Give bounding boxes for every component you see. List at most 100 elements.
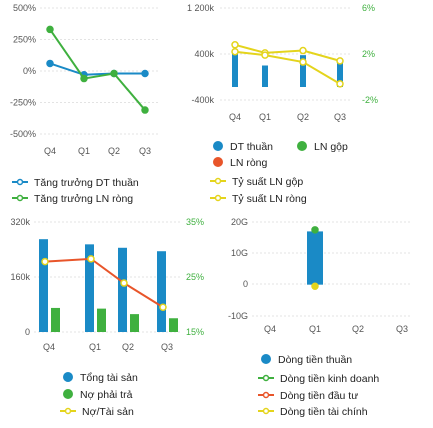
legend-tong-tai-san-label: Tổng tài sản — [80, 372, 138, 384]
margin-point[interactable] — [261, 51, 269, 59]
data-point[interactable] — [141, 69, 149, 78]
bar-dt-thuan[interactable] — [300, 55, 306, 87]
right-tick-label: 15% — [186, 327, 204, 337]
data-point[interactable] — [46, 25, 54, 34]
margin-point[interactable] — [299, 58, 307, 66]
cashflow-point[interactable] — [311, 282, 319, 290]
legend-growth-profit-label: Tăng trưởng LN ròng — [34, 193, 133, 205]
x-tick-Q4: Q4 — [264, 324, 276, 334]
legend-dong-tien-dau-tu-swatch-dot — [262, 391, 270, 399]
margin-point[interactable] — [336, 57, 344, 65]
bar-no-phai-tra[interactable] — [51, 307, 60, 332]
debt-ratio-point[interactable] — [41, 257, 49, 266]
x-tick-Q4: Q4 — [229, 112, 241, 122]
legend-ty-suat-ln-gop-label: Tỷ suất LN gộp — [232, 176, 303, 188]
legend-no-phai-tra-swatch[interactable] — [63, 389, 73, 399]
cashflow-point[interactable] — [311, 226, 319, 234]
bar-dt-thuan[interactable] — [337, 60, 343, 87]
x-tick-Q2: Q2 — [352, 324, 364, 334]
margin-point[interactable] — [299, 46, 307, 55]
tick-label: 1 200k — [187, 3, 215, 13]
right-tick-label: 6% — [362, 3, 375, 13]
debt-ratio-line — [44, 257, 164, 309]
tick-label: 0% — [23, 66, 36, 76]
x-tick-Q1: Q1 — [78, 146, 90, 156]
legend-ty-suat-ln-rong-label: Tỷ suất LN ròng — [232, 193, 307, 205]
x-tick-Q4: Q4 — [43, 342, 55, 352]
bar-tong-tai-san[interactable] — [157, 251, 166, 332]
margin-point[interactable] — [231, 41, 239, 49]
margin-line-0 — [234, 43, 341, 62]
legend-dt-thuan-label: DT thuần — [230, 141, 273, 153]
right-tick-label: -2% — [362, 95, 378, 105]
legend-no-tai-san-swatch-dot — [64, 407, 72, 415]
tick-label: 20G — [231, 217, 248, 227]
legend-dong-tien-thuan-swatch[interactable] — [261, 354, 271, 364]
right-tick-label: 2% — [362, 49, 375, 59]
debt-ratio-point[interactable] — [159, 303, 167, 311]
legend-ln-gop-label: LN gộp — [314, 141, 348, 153]
legend-dong-tien-thuan-label: Dòng tiền thuần — [278, 354, 352, 366]
x-tick-Q1: Q1 — [309, 324, 321, 334]
legend-ln-gop-swatch[interactable] — [297, 141, 307, 151]
x-tick-Q2: Q2 — [297, 112, 309, 122]
tick-label: 320k — [10, 217, 30, 227]
margin-point[interactable] — [231, 47, 239, 56]
x-tick-Q3: Q3 — [161, 342, 173, 352]
legend-ln-rong-label: LN ròng — [230, 157, 268, 169]
x-tick-Q1: Q1 — [259, 112, 271, 122]
x-tick-Q3: Q3 — [139, 146, 151, 156]
tick-label: 10G — [231, 248, 248, 258]
tick-label: 400k — [194, 49, 214, 59]
legend-ty-suat-ln-gop-swatch-dot — [214, 177, 222, 185]
legend-ln-rong-swatch[interactable] — [213, 157, 223, 167]
data-point[interactable] — [80, 74, 88, 83]
debt-ratio-point[interactable] — [87, 255, 95, 263]
x-tick-Q3: Q3 — [334, 112, 346, 122]
x-tick-Q4: Q4 — [44, 146, 56, 156]
data-point[interactable] — [141, 106, 149, 114]
legend-dt-thuan-swatch[interactable] — [213, 141, 223, 151]
bar-tong-tai-san[interactable] — [85, 244, 94, 332]
x-tick-Q2: Q2 — [122, 342, 134, 352]
right-tick-label: 25% — [186, 272, 204, 282]
series-line-1 — [49, 28, 146, 111]
tick-label: -10G — [228, 311, 248, 321]
bar-no-phai-tra[interactable] — [130, 314, 139, 332]
tick-label: 250% — [13, 35, 36, 45]
bar-no-phai-tra[interactable] — [169, 318, 178, 332]
margin-line-1 — [234, 50, 341, 85]
legend-no-phai-tra-label: Nợ phải trả — [80, 389, 133, 401]
legend-growth-revenue-swatch-dot — [16, 178, 24, 186]
tick-label: -400k — [191, 95, 214, 105]
tick-label: 0 — [243, 279, 248, 289]
tick-label: 0 — [25, 327, 30, 337]
legend-dong-tien-kinh-doanh-swatch-dot — [262, 374, 270, 382]
x-tick-Q3: Q3 — [396, 324, 408, 334]
right-tick-label: 35% — [186, 217, 204, 227]
margin-point[interactable] — [336, 80, 344, 88]
legend-no-tai-san-label: Nợ/Tài sản — [82, 406, 134, 418]
tick-label: -500% — [10, 129, 36, 139]
debt-ratio-point[interactable] — [120, 279, 128, 287]
bar-dong-tien-thuan[interactable] — [307, 231, 323, 285]
legend-dong-tien-dau-tu-label: Dòng tiền đầu tư — [280, 390, 358, 402]
bar-tong-tai-san[interactable] — [39, 239, 48, 332]
x-tick-Q2: Q2 — [108, 146, 120, 156]
series-line-0 — [49, 62, 145, 76]
bar-tong-tai-san[interactable] — [118, 247, 127, 332]
legend-ty-suat-ln-rong-swatch-dot — [214, 194, 222, 202]
tick-label: 160k — [10, 272, 30, 282]
bar-dt-thuan[interactable] — [262, 65, 268, 88]
x-tick-Q1: Q1 — [89, 342, 101, 352]
tick-label: 500% — [13, 3, 36, 13]
legend-dong-tien-tai-chinh-label: Dòng tiền tài chính — [280, 406, 368, 418]
bar-dt-thuan[interactable] — [232, 50, 238, 87]
data-point[interactable] — [110, 69, 118, 78]
bar-no-phai-tra[interactable] — [97, 308, 106, 332]
legend-tong-tai-san-swatch[interactable] — [63, 372, 73, 382]
legend-dong-tien-tai-chinh-swatch-dot — [262, 407, 270, 415]
legend-growth-revenue-label: Tăng trưởng DT thuần — [34, 177, 139, 189]
data-point[interactable] — [46, 59, 54, 68]
